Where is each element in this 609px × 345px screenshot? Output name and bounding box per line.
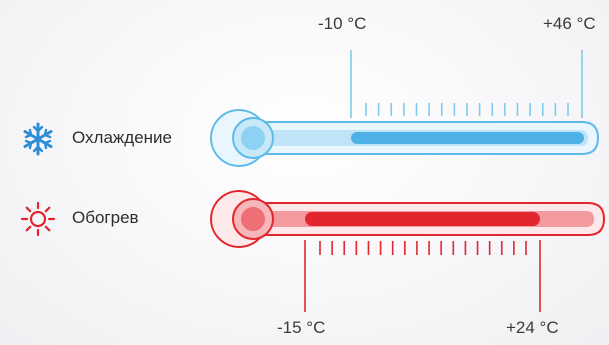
heating-min-label: -15 °C xyxy=(277,318,326,337)
cooling-max-label: +46 °C xyxy=(543,14,596,33)
snowflake-icon xyxy=(23,122,53,156)
cooling-min-label: -10 °C xyxy=(318,14,367,33)
cooling-scale-ticks xyxy=(365,103,569,116)
heating-mode-label: Обогрев xyxy=(72,208,139,227)
cooling-thermometer xyxy=(210,50,600,167)
cooling-bulb-core xyxy=(241,126,265,150)
cooling-active-range xyxy=(351,132,584,144)
heating-max-label: +24 °C xyxy=(506,318,559,337)
heating-active-range xyxy=(305,212,540,226)
sun-icon xyxy=(20,201,56,237)
heating-bulb-core xyxy=(241,207,265,231)
heating-scale-ticks xyxy=(319,241,527,255)
heating-thermometer xyxy=(210,190,606,312)
cooling-mode-label: Охлаждение xyxy=(72,128,172,147)
